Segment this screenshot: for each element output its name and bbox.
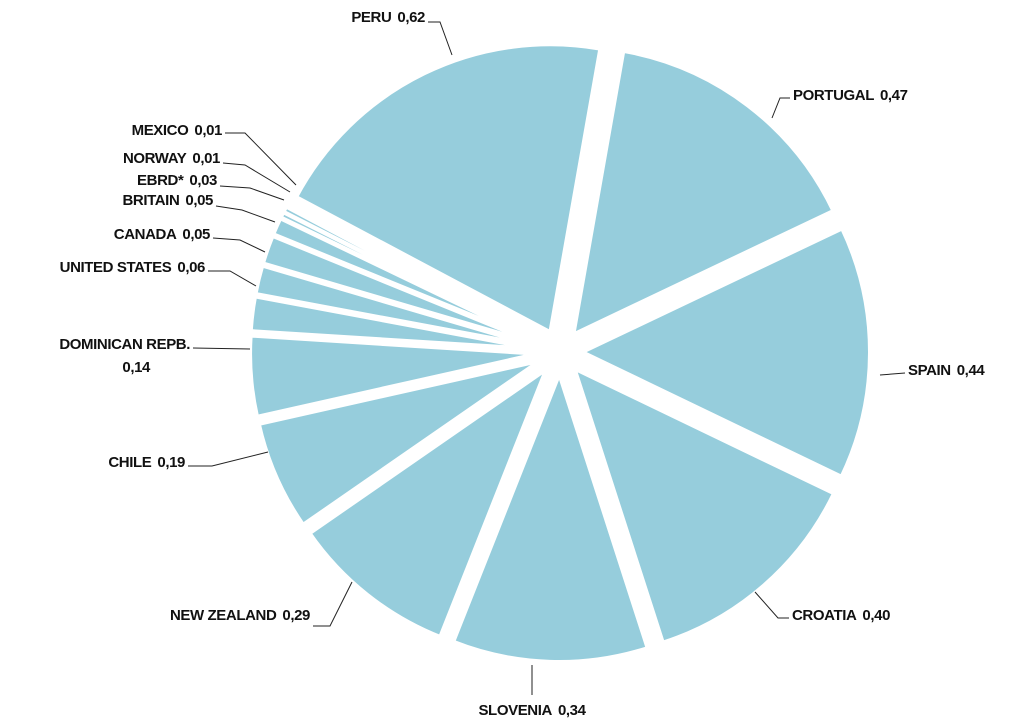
value-label: 0,14 <box>122 359 151 376</box>
slice-label: NORWAY 0,01 <box>123 150 220 167</box>
pie-slice <box>280 203 542 344</box>
slice-label: PORTUGAL 0,47 <box>793 87 908 104</box>
category-label: NORWAY <box>123 150 187 167</box>
leader-line <box>215 205 276 223</box>
leader-line <box>192 347 251 350</box>
pie-slice <box>248 333 539 420</box>
category-label: DOMINICAN REPB. <box>59 336 190 353</box>
value-label: 0,47 <box>880 87 908 104</box>
value-label: 0,44 <box>957 362 986 379</box>
slice-label: UNITED STATES 0,06 <box>60 259 205 276</box>
value-label: 0,19 <box>157 454 185 471</box>
slice-label: PERU 0,62 <box>351 9 425 26</box>
value-label: 0,62 <box>397 9 425 26</box>
value-label: 0,01 <box>194 122 222 139</box>
slice-label: SPAIN 0,44 <box>908 362 985 379</box>
leader-line <box>219 185 285 201</box>
leader-line <box>225 132 297 186</box>
category-label: MEXICO <box>132 122 190 139</box>
value-label: 0,29 <box>282 607 310 624</box>
value-label: 0,06 <box>177 259 205 276</box>
slice-label: NEW ZEALAND 0,29 <box>170 607 310 624</box>
slice-label: CANADA 0,05 <box>114 226 210 243</box>
leader-line <box>771 97 790 119</box>
leader-line <box>188 451 269 467</box>
leader-line <box>428 21 453 56</box>
leader-line <box>879 372 906 376</box>
category-label: CANADA <box>114 226 177 243</box>
value-label: 0,05 <box>185 192 213 209</box>
leader-line <box>222 162 291 193</box>
value-label: 0,01 <box>192 150 220 167</box>
pie-slice <box>253 263 540 349</box>
pie-slice <box>306 363 551 640</box>
slice-label: MEXICO 0,01 <box>132 122 222 139</box>
pie-slice <box>293 42 603 336</box>
value-label: 0,40 <box>862 607 890 624</box>
pie-slice <box>256 358 541 528</box>
slice-label: DOMINICAN REPB. 0,14 <box>59 336 190 376</box>
pie-slice <box>450 368 651 664</box>
leader-line <box>754 591 789 619</box>
category-label: CHILE <box>108 454 151 471</box>
category-label: EBRD* <box>137 172 184 189</box>
value-label: 0,03 <box>189 172 217 189</box>
value-label: 0,05 <box>182 226 210 243</box>
pie-slice <box>571 364 837 646</box>
slice-label: SLOVENIA 0,34 <box>478 702 586 719</box>
slice-label: CHILE 0,19 <box>108 454 185 471</box>
pie-slice <box>577 225 872 480</box>
category-label: PERU <box>351 9 391 26</box>
category-label: UNITED STATES <box>60 259 172 276</box>
category-label: PORTUGAL <box>793 87 874 104</box>
value-label: 0,34 <box>558 702 587 719</box>
slice-label: BRITAIN 0,05 <box>122 192 213 209</box>
leader-line <box>212 237 266 253</box>
pie-slice <box>570 48 837 338</box>
category-label: CROATIA <box>792 607 857 624</box>
leader-line <box>208 270 257 287</box>
category-label: NEW ZEALAND <box>170 607 277 624</box>
category-label: SPAIN <box>908 362 951 379</box>
category-label: SLOVENIA <box>478 702 552 719</box>
slice-label: CROATIA 0,40 <box>792 607 890 624</box>
slice-label: EBRD* 0,03 <box>137 172 217 189</box>
leader-line <box>313 581 353 627</box>
category-label: BRITAIN <box>122 192 179 209</box>
pie-slice <box>248 294 539 352</box>
